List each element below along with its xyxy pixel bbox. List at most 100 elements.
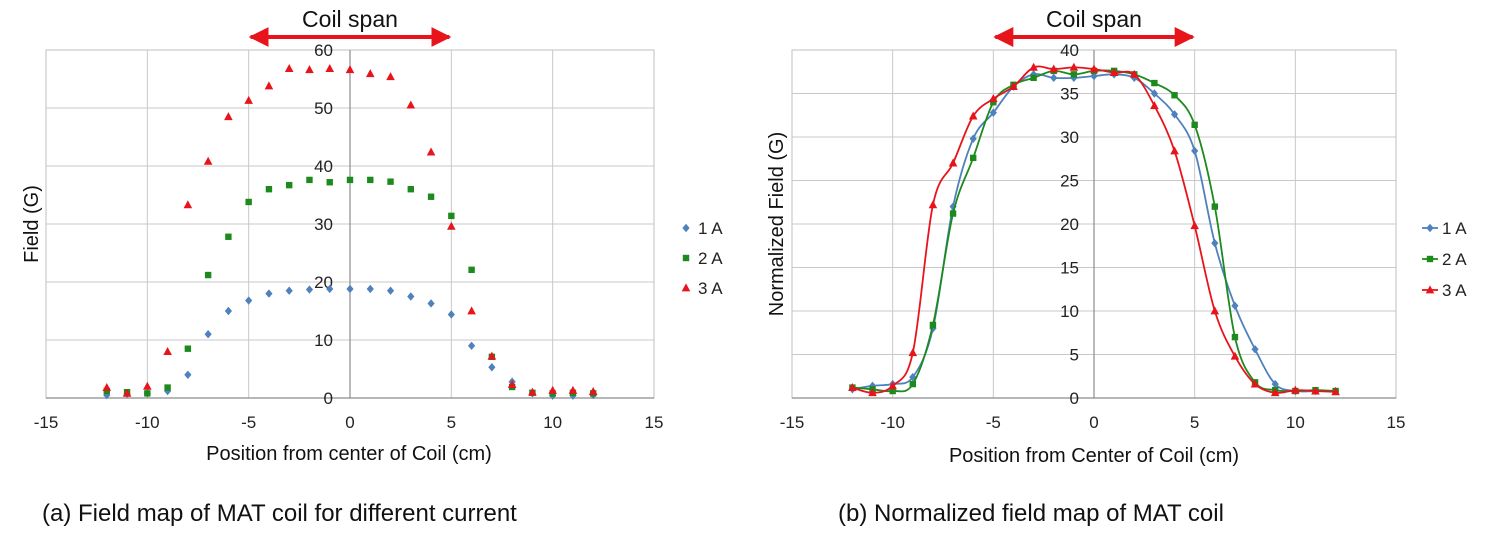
- chart-b-series-2-point: [848, 382, 857, 391]
- chart-b-x-tick-label: 5: [1190, 413, 1199, 432]
- chart-b-series-2: [848, 62, 1340, 397]
- chart-a-series-2-point: [568, 385, 578, 394]
- chart-a-series-1-point: [103, 387, 110, 395]
- chart-b-series-2-point: [888, 381, 897, 390]
- chart-a-series-1-point: [427, 193, 435, 200]
- chart-a-series-2-point: [325, 63, 335, 72]
- chart-b-series-2-point: [1170, 146, 1179, 155]
- chart-a-y-tick-label: 40: [314, 157, 333, 176]
- chart-a-caption: (a) Field map of MAT coil for different …: [42, 500, 517, 527]
- chart-a-series-0-point: [245, 296, 253, 305]
- chart-a-series-1-point: [367, 176, 374, 184]
- chart-b-y-tick-label: 5: [1070, 346, 1079, 365]
- chart-b-series-1-point: [970, 154, 977, 162]
- chart-a-series-1-point: [204, 271, 212, 279]
- chart-b-legend-item: 1 A: [1422, 219, 1467, 238]
- chart-b-series-1-point: [929, 321, 937, 329]
- chart-a-x-tick-label: -15: [34, 413, 59, 432]
- chart-a-series-1-point: [448, 212, 455, 220]
- chart-b-series-1-point: [1231, 333, 1239, 341]
- chart-a-series-1-point: [387, 178, 394, 185]
- chart-b-series-2-point: [968, 111, 978, 120]
- chart-a-series-2-point: [102, 382, 112, 391]
- chart-a-series-2-point: [548, 385, 557, 394]
- chart-b-series: [848, 62, 1340, 397]
- chart-b-series-0-point: [1170, 110, 1179, 119]
- chart-a-series-2-point: [122, 388, 132, 397]
- chart-a-series: [102, 63, 598, 400]
- chart-a-series-2-point: [224, 112, 233, 121]
- chart-a-series-1-point: [326, 179, 333, 186]
- chart-a-series-2-point: [467, 306, 476, 315]
- chart-a-legend-label: 3 A: [698, 279, 723, 298]
- chart-b-series-2-point: [928, 200, 938, 209]
- chart-b-legend-item: 3 A: [1422, 281, 1467, 300]
- chart-a-y-tick-label: 60: [314, 41, 333, 60]
- chart-a-series-0-point: [468, 341, 476, 350]
- chart-a-y-tick-label: 50: [314, 99, 333, 118]
- chart-a-series-0-point: [407, 292, 415, 301]
- chart-b-legend-label: 2 A: [1442, 250, 1467, 269]
- chart-b-legend-marker: [1426, 255, 1434, 263]
- chart-a-series-0-point: [386, 286, 395, 295]
- chart-b-x-axis-label: Position from Center of Coil (cm): [949, 445, 1239, 467]
- chart-b-legend-marker: [1425, 285, 1435, 294]
- chart-b-y-tick-label: 25: [1060, 172, 1079, 191]
- chart-a-legend-item: 2 A: [682, 249, 723, 268]
- chart-a-series-0-point: [204, 330, 212, 339]
- chart-a-y-tick-label: 0: [324, 389, 333, 408]
- chart-b-caption: (b) Normalized field map of MAT coil: [838, 500, 1224, 527]
- chart-b-coil-span-label: Coil span: [1046, 6, 1142, 32]
- chart-a-x-axis-label: Position from center of Coil (cm): [206, 443, 492, 465]
- chart-a-series-0-point: [488, 363, 496, 372]
- chart-a-x-tick-label: 5: [447, 413, 456, 432]
- chart-b-series-2-point: [1190, 221, 1199, 230]
- chart-b-legend-marker: [1426, 223, 1434, 233]
- chart-b-x-tick-label: 15: [1387, 413, 1406, 432]
- chart-a-series-0-point: [305, 285, 314, 294]
- chart-b-y-tick-label: 20: [1060, 215, 1079, 234]
- chart-b-x-tick-label: -10: [880, 413, 905, 432]
- chart-a-x-tick-label: 0: [345, 413, 354, 432]
- chart-b-legend-label: 3 A: [1442, 281, 1467, 300]
- chart-a-series-2-point: [507, 380, 517, 389]
- chart-a-x-tick-label: 10: [543, 413, 562, 432]
- chart-b-series-0-point: [1211, 238, 1219, 248]
- chart-a-legend-item: 3 A: [681, 279, 723, 298]
- chart-a-x-tick-label: 15: [645, 413, 664, 432]
- chart-a-series-0-point: [265, 289, 273, 298]
- chart-b-y-axis-label: Normalized Field (G): [766, 132, 788, 316]
- chart-a-series-2-point: [244, 95, 253, 104]
- chart-b-series-2-point: [1129, 69, 1139, 78]
- chart-b-legend-item: 2 A: [1422, 250, 1467, 269]
- chart-b-series-1-point: [1151, 79, 1158, 87]
- chart-a-series-1-point: [306, 176, 313, 184]
- chart-b-series-2-point: [908, 348, 918, 357]
- chart-a-series-1-point: [245, 198, 252, 206]
- chart-b-legend-label: 1 A: [1442, 219, 1467, 238]
- chart-a-series-2-point: [163, 347, 172, 355]
- chart-a-series-0-point: [285, 286, 293, 295]
- chart-b-series-0-point: [1050, 73, 1058, 83]
- chart-a-series-2-point: [143, 381, 152, 390]
- chart-a-series-0-point: [224, 306, 232, 316]
- chart-a-series-1-point: [164, 384, 171, 391]
- chart-b-series-0-point: [1070, 73, 1078, 83]
- chart-a-series-0-point: [326, 284, 334, 294]
- chart-b-y-tick-label: 40: [1060, 41, 1079, 60]
- chart-b-series-2-point: [1089, 64, 1099, 73]
- chart-a-gridlines: [46, 50, 654, 399]
- chart-b-series-2-point: [989, 94, 998, 103]
- chart-a-y-tick-label: 30: [314, 215, 333, 234]
- chart-a-y-tick-label: 10: [314, 331, 333, 350]
- chart-b-series-2-point: [1210, 306, 1220, 315]
- chart-a-series-2-point: [183, 200, 193, 209]
- chart-a-series-0-point: [346, 284, 354, 294]
- chart-b-series-2-point: [1270, 388, 1280, 397]
- chart-b-series-2-point: [1250, 379, 1260, 388]
- chart-b-series-0-point: [1191, 146, 1199, 156]
- chart-a-series-1-point: [286, 181, 293, 189]
- chart-b-series-2-point: [868, 388, 877, 397]
